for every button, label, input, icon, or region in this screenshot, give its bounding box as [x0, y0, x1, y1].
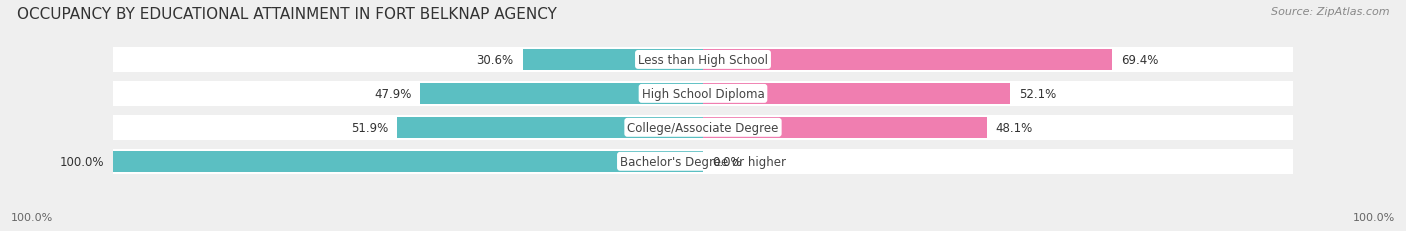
- Bar: [114, 48, 1292, 73]
- Text: 48.1%: 48.1%: [995, 121, 1033, 134]
- Text: Source: ZipAtlas.com: Source: ZipAtlas.com: [1271, 7, 1389, 17]
- Bar: [114, 82, 1292, 106]
- Bar: [114, 115, 1292, 140]
- Text: Less than High School: Less than High School: [638, 54, 768, 67]
- Bar: [396, 117, 703, 138]
- Bar: [523, 50, 703, 71]
- Bar: [114, 149, 1292, 174]
- Bar: [703, 83, 1011, 104]
- Bar: [703, 117, 987, 138]
- Text: College/Associate Degree: College/Associate Degree: [627, 121, 779, 134]
- Text: Bachelor's Degree or higher: Bachelor's Degree or higher: [620, 155, 786, 168]
- Bar: [420, 83, 703, 104]
- Text: 100.0%: 100.0%: [1353, 212, 1395, 222]
- Text: OCCUPANCY BY EDUCATIONAL ATTAINMENT IN FORT BELKNAP AGENCY: OCCUPANCY BY EDUCATIONAL ATTAINMENT IN F…: [17, 7, 557, 22]
- Text: 0.0%: 0.0%: [711, 155, 741, 168]
- Bar: [114, 151, 703, 172]
- Text: 100.0%: 100.0%: [11, 212, 53, 222]
- Text: 30.6%: 30.6%: [477, 54, 513, 67]
- Text: 47.9%: 47.9%: [374, 88, 412, 100]
- Text: 100.0%: 100.0%: [60, 155, 104, 168]
- Text: 52.1%: 52.1%: [1019, 88, 1056, 100]
- Text: 69.4%: 69.4%: [1121, 54, 1159, 67]
- Text: 51.9%: 51.9%: [350, 121, 388, 134]
- Bar: [703, 50, 1112, 71]
- Text: High School Diploma: High School Diploma: [641, 88, 765, 100]
